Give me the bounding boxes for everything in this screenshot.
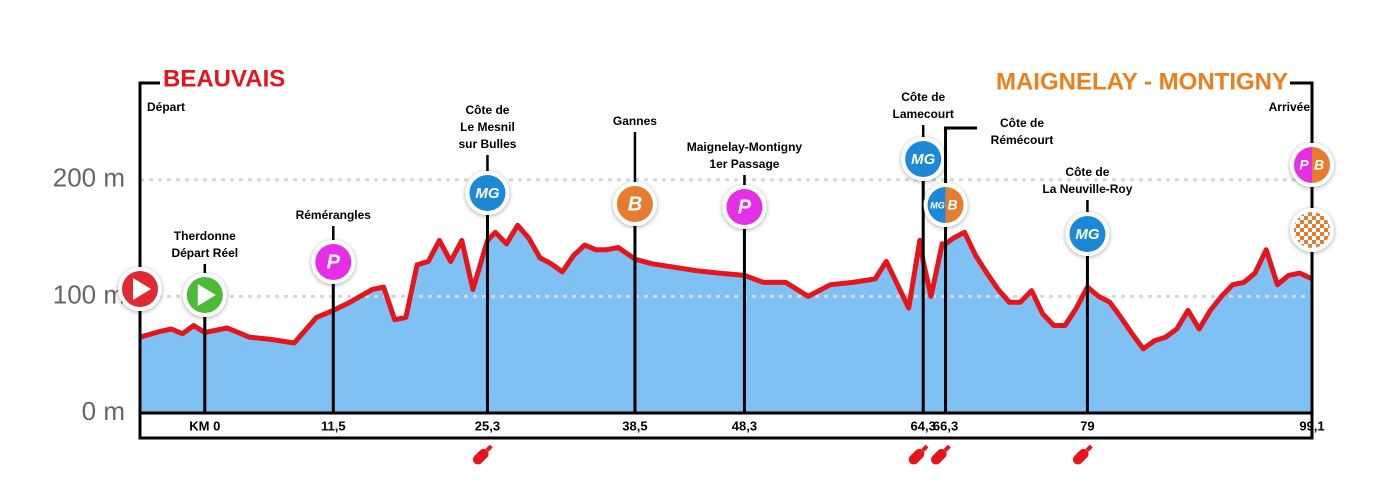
x-tick-label: 48,3 [732,418,757,433]
x-tick-label: 99,1 [1299,418,1324,433]
waypoint-label: Rémérangles [296,208,372,222]
icon-half [1294,147,1312,183]
waypoint-label: Maignelay-Montigny [687,140,803,154]
y-tick-label: 100 m [53,279,125,309]
icon-letter: B [628,193,642,215]
finish-title: MAIGNELAY - MONTIGNY [996,68,1288,95]
icon-letter: P [1299,157,1309,173]
climb-tip [943,444,951,452]
finish-icon [1290,208,1334,252]
waypoint-label: Le Mesnil [460,120,515,134]
icon-disc [315,244,352,280]
waypoint-label: Côte de [465,103,509,117]
waypoint-icon: MG [901,137,946,181]
elevation-line [139,222,1314,352]
climb-body [931,448,947,465]
icon-disc [616,186,653,222]
waypoint-label: Gannes [613,114,657,128]
climb-marker [908,444,929,465]
x-tick-label: 25,3 [475,418,500,433]
start-title: BEAUVAIS [163,65,285,92]
x-tick-label: 38,5 [622,418,647,433]
icon-half [1312,147,1330,183]
climb-body [908,448,925,465]
climb-body [472,448,489,465]
x-tick-label: 66,3 [933,418,958,433]
climb-tip [921,444,929,452]
icon-letter: B [1314,157,1324,173]
elevation-area [140,225,1312,413]
climb-body [1072,448,1089,465]
climb-marker [931,444,951,465]
icon-letter: MG [1075,226,1099,243]
climb-tip [1085,444,1093,452]
waypoint-label: Côte de [901,90,945,104]
waypoint-connector [944,126,977,205]
waypoint-label: Côte de [1065,165,1109,179]
waypoint-label: Lamecourt [893,107,954,121]
waypoint-icon [118,267,162,311]
icon-arrow [133,278,151,300]
icon-disc [1069,216,1106,252]
y-tick-label: 200 m [53,163,125,193]
waypoint-icon: MG [1065,212,1110,256]
waypoint-label: Arrivée [1269,100,1311,114]
icon-letter: MG [930,200,945,210]
waypoint-label: Therdonne [174,229,236,243]
icon-letter: MG [911,151,935,168]
icon-letter: P [327,251,341,273]
waypoint-icon [182,273,227,317]
icon-disc [469,175,506,211]
icon-half [927,187,946,223]
km-band [138,411,1314,440]
x-tick-label: 64,3 [911,418,936,433]
icon-disc [726,189,763,225]
waypoint-label: Côte de [1000,116,1044,130]
waypoint-icon: B [612,182,657,226]
waypoint-label: Départ Réel [171,246,238,260]
waypoint-label: sur Bulles [458,137,516,151]
icon-disc [905,141,942,177]
waypoint-label: La Neuville-Roy [1042,182,1132,196]
icon-arrow [197,284,216,306]
climb-marker [1072,444,1093,465]
waypoint-icon: MG B [923,183,968,227]
waypoint-label: Départ [147,100,185,114]
climb-marker [472,444,493,465]
icon-letter: B [947,197,957,213]
icon-disc [1294,212,1330,248]
icon-letter: MG [475,185,499,202]
x-tick-label: 11,5 [321,418,346,433]
waypoint-label: Rémécourt [991,133,1054,147]
x-tick-label: 79 [1080,418,1094,433]
waypoint-icon: P [311,240,356,284]
x-tick-label: KM 0 [189,418,220,433]
icon-half [945,187,964,223]
waypoint-icon: MG [465,171,510,215]
y-tick-label: 0 m [82,396,125,426]
climb-tip [485,444,493,452]
waypoint-label: 1er Passage [709,157,779,171]
waypoint-icon: P [722,185,767,229]
icon-letter: P [738,196,752,218]
